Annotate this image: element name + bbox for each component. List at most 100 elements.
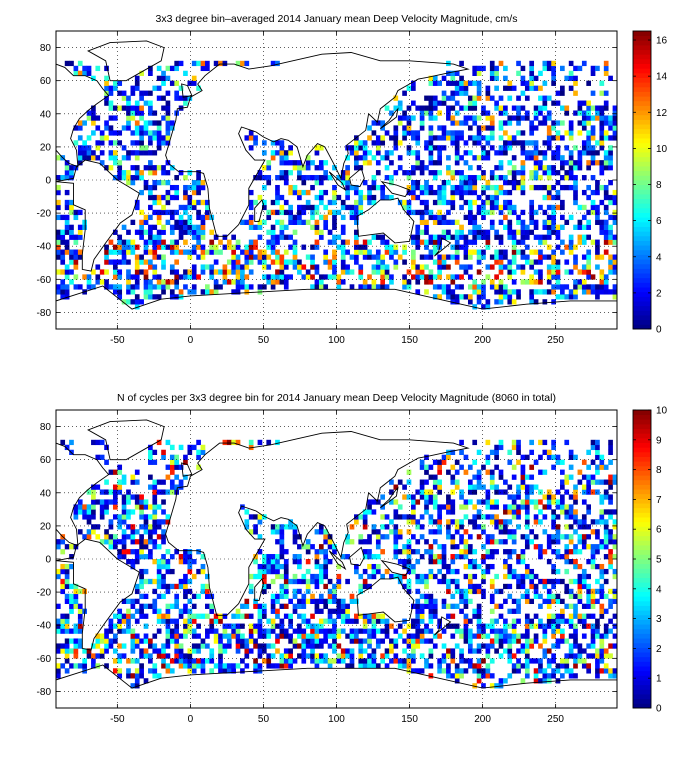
heatmap-cell — [494, 499, 499, 504]
heatmap-cell — [499, 96, 504, 101]
heatmap-cell — [104, 279, 109, 284]
heatmap-cell — [183, 190, 188, 195]
heatmap-cell — [586, 485, 591, 490]
heatmap-cell — [578, 619, 583, 624]
heatmap-cell — [525, 663, 530, 668]
heatmap-cell — [582, 125, 587, 130]
heatmap-cell — [139, 549, 144, 554]
heatmap-cell — [350, 215, 355, 220]
heatmap-cell — [521, 140, 526, 145]
heatmap-cell — [437, 259, 442, 264]
heatmap-cell — [148, 539, 153, 544]
heatmap-cell — [512, 165, 517, 170]
heatmap-cell — [95, 145, 100, 150]
heatmap-cell — [525, 534, 530, 539]
heatmap-cell — [179, 215, 184, 220]
heatmap-cell — [529, 529, 534, 534]
heatmap-cell — [490, 170, 495, 175]
heatmap-cell — [74, 663, 79, 668]
heatmap-cell — [525, 574, 530, 579]
heatmap-cell — [113, 624, 118, 629]
heatmap-cell — [78, 509, 83, 514]
heatmap-cell — [534, 210, 539, 215]
heatmap-cell — [280, 230, 285, 235]
heatmap-cell — [332, 599, 337, 604]
heatmap-cell — [542, 653, 547, 658]
heatmap-cell — [459, 524, 464, 529]
heatmap-cell — [411, 504, 416, 509]
heatmap-cell — [341, 240, 346, 245]
heatmap-cell — [363, 539, 368, 544]
heatmap-cell — [166, 135, 171, 140]
heatmap-cell — [595, 450, 600, 455]
heatmap-cell — [218, 250, 223, 255]
heatmap-cell — [148, 135, 153, 140]
heatmap-cell — [161, 499, 166, 504]
heatmap-cell — [507, 160, 512, 165]
heatmap-cell — [271, 279, 276, 284]
heatmap-cell — [288, 190, 293, 195]
heatmap-cell — [240, 638, 245, 643]
heatmap-cell — [525, 150, 530, 155]
heatmap-cell — [534, 594, 539, 599]
heatmap-cell — [481, 668, 486, 673]
heatmap-cell — [91, 499, 96, 504]
heatmap-cell — [529, 150, 534, 155]
heatmap-cell — [174, 190, 179, 195]
heatmap-cell — [429, 559, 434, 564]
heatmap-cell — [573, 160, 578, 165]
heatmap-cell — [516, 96, 521, 101]
heatmap-cell — [578, 539, 583, 544]
heatmap-cell — [578, 574, 583, 579]
heatmap-cell — [139, 609, 144, 614]
heatmap-cell — [560, 509, 565, 514]
heatmap-cell — [586, 145, 591, 150]
heatmap-cell — [170, 668, 175, 673]
heatmap-cell — [69, 165, 74, 170]
heatmap-cell — [477, 509, 482, 514]
heatmap-cell — [231, 259, 236, 264]
heatmap-cell — [258, 574, 263, 579]
heatmap-cell — [446, 294, 451, 299]
heatmap-cell — [192, 264, 197, 269]
heatmap-cell — [420, 240, 425, 245]
heatmap-cell — [60, 663, 65, 668]
heatmap-cell — [60, 255, 65, 260]
heatmap-cell — [433, 170, 438, 175]
heatmap-cell — [131, 165, 136, 170]
heatmap-cell — [65, 274, 70, 279]
heatmap-cell — [507, 638, 512, 643]
heatmap-cell — [385, 619, 390, 624]
heatmap-cell — [459, 284, 464, 289]
heatmap-cell — [157, 130, 162, 135]
heatmap-cell — [591, 274, 596, 279]
heatmap-cell — [223, 624, 228, 629]
heatmap-cell — [209, 230, 214, 235]
heatmap-cell — [91, 504, 96, 509]
heatmap-cell — [367, 634, 372, 639]
heatmap-cell — [262, 589, 267, 594]
heatmap-cell — [65, 594, 70, 599]
heatmap-cell — [350, 205, 355, 210]
heatmap-cell — [464, 634, 469, 639]
heatmap-cell — [599, 614, 604, 619]
heatmap-cell — [516, 494, 521, 499]
heatmap-cell — [411, 569, 416, 574]
heatmap-cell — [560, 673, 565, 678]
heatmap-cell — [512, 663, 517, 668]
heatmap-cell — [354, 619, 359, 624]
heatmap-cell — [595, 150, 600, 155]
colorbar-segment — [633, 489, 651, 494]
heatmap-cell — [442, 259, 447, 264]
heatmap-cell — [144, 614, 149, 619]
heatmap-cell — [547, 61, 552, 66]
heatmap-cell — [472, 485, 477, 490]
heatmap-cell — [503, 150, 508, 155]
heatmap-cell — [74, 215, 79, 220]
heatmap-cell — [218, 658, 223, 663]
heatmap-cell — [521, 499, 526, 504]
heatmap-cell — [179, 274, 184, 279]
heatmap-cell — [499, 653, 504, 658]
heatmap-cell — [586, 594, 591, 599]
heatmap-cell — [586, 135, 591, 140]
